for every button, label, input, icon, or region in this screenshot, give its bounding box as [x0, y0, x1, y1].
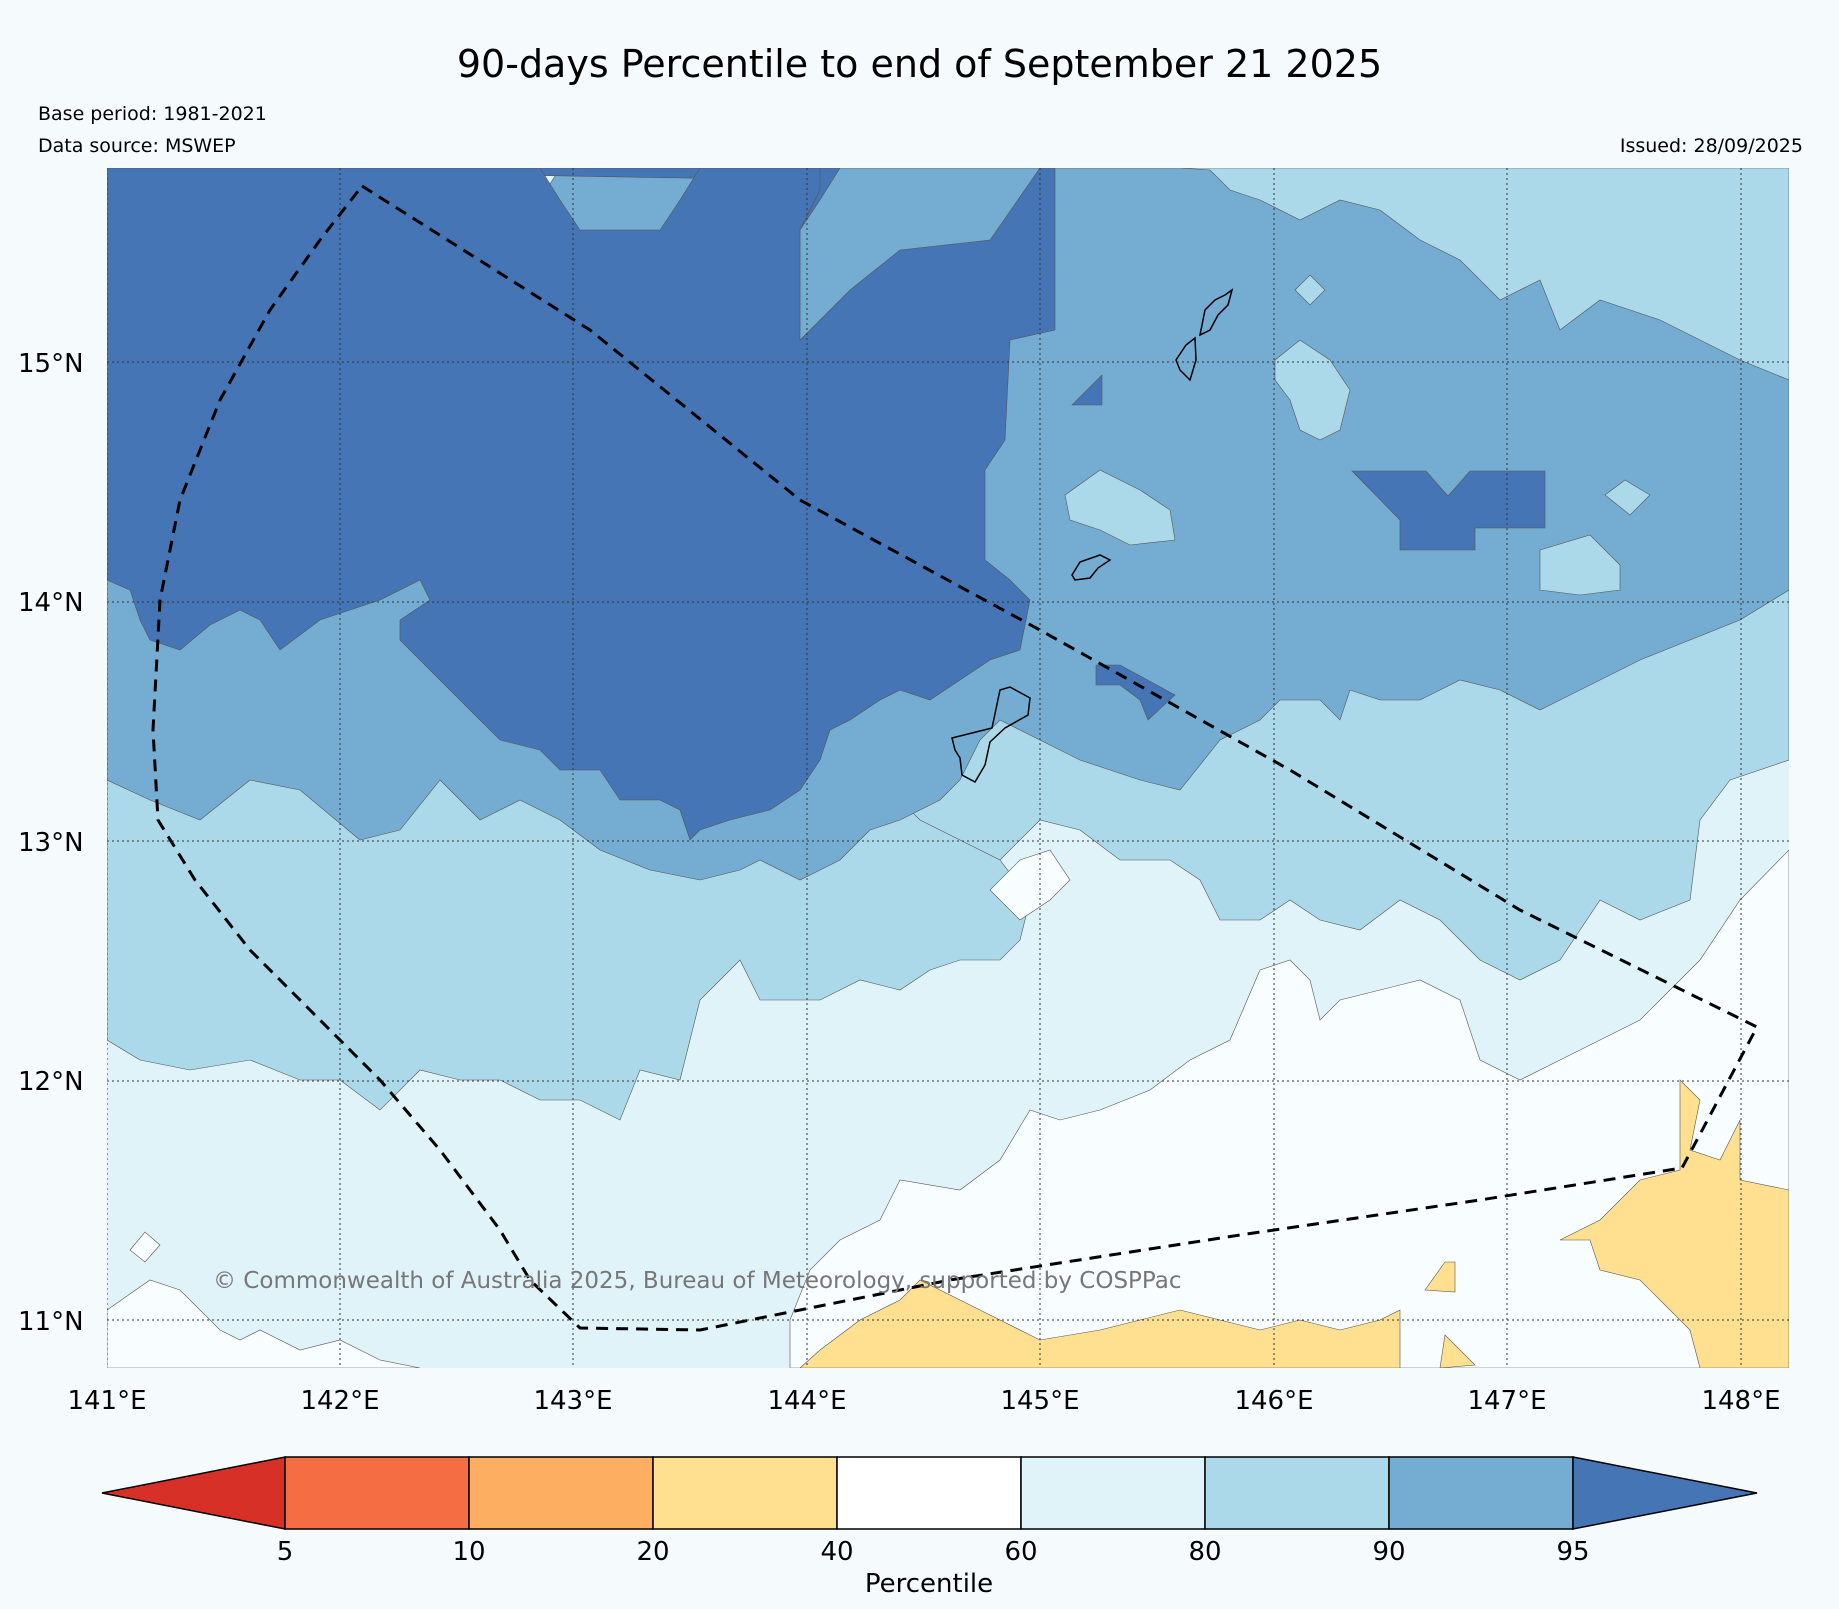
field-80-90-patch-d — [1294, 274, 1326, 306]
colorbar-tick: 10 — [452, 1537, 485, 1567]
colorbar-segment-below-5 — [101, 1456, 286, 1530]
colorbar-segment-40-60 — [836, 1456, 1022, 1530]
colorbar-tick: 60 — [1004, 1537, 1037, 1567]
issued-date-label: Issued: 28/09/2025 — [1619, 135, 1803, 157]
lon-label: 144°E — [767, 1386, 846, 1416]
field-80-90-patch-e — [1604, 479, 1651, 516]
field-80-90-patch-a — [1064, 469, 1176, 546]
field-20-40-south — [799, 1279, 1401, 1368]
field-20-40-patch-b — [1439, 1334, 1476, 1368]
island-outline-c — [1071, 554, 1112, 581]
lon-label: 148°E — [1701, 1386, 1780, 1416]
field-80-90-patch-b — [1274, 339, 1351, 441]
colorbar: 5 10 20 40 60 80 90 95 Percentile — [101, 1456, 1758, 1599]
colorbar-tick: 20 — [636, 1537, 669, 1567]
lat-label: 11°N — [18, 1307, 84, 1337]
lon-label: 142°E — [300, 1386, 379, 1416]
lat-label: 12°N — [18, 1067, 84, 1097]
lon-label: 146°E — [1234, 1386, 1313, 1416]
copyright-text: © Commonwealth of Australia 2025, Bureau… — [213, 1268, 1182, 1294]
lon-label: 145°E — [1000, 1386, 1079, 1416]
colorbar-tick: 80 — [1188, 1537, 1221, 1567]
field-80-90-patch-c — [1539, 534, 1621, 596]
lat-label: 15°N — [18, 349, 84, 379]
field-20-40-patch-a — [1424, 1261, 1456, 1293]
colorbar-segment-5-10 — [284, 1456, 470, 1530]
field-above-95-east-patch — [1351, 470, 1546, 551]
map-title: 90-days Percentile to end of September 2… — [456, 42, 1383, 86]
lon-label: 143°E — [533, 1386, 612, 1416]
island-outline-a — [1198, 288, 1234, 337]
field-40-60-patch-c — [107, 1279, 421, 1368]
colorbar-segment-80-90 — [1204, 1456, 1390, 1530]
lon-label: 141°E — [67, 1386, 146, 1416]
island-outline-b — [1175, 336, 1197, 382]
lon-label: 147°E — [1467, 1386, 1546, 1416]
field-above-95-small-a — [1071, 374, 1103, 406]
lat-label: 13°N — [18, 828, 84, 858]
field-20-40-southeast — [1559, 1079, 1789, 1368]
colorbar-segment-20-40 — [652, 1456, 838, 1530]
colorbar-tick: 40 — [820, 1537, 853, 1567]
eez-boundary — [151, 184, 1760, 1332]
island-outline-d — [951, 686, 1031, 784]
longitude-labels: 141°E 142°E 143°E 144°E 145°E 146°E 147°… — [67, 1386, 1780, 1416]
data-source-label: Data source: MSWEP — [38, 135, 236, 157]
field-above-95-small-b — [1095, 664, 1176, 721]
colorbar-tick: 95 — [1556, 1537, 1589, 1567]
base-period-label: Base period: 1981-2021 — [38, 103, 267, 125]
colorbar-label: Percentile — [865, 1569, 993, 1599]
map-plot-area: © Commonwealth of Australia 2025, Bureau… — [107, 168, 1789, 1368]
colorbar-segment-60-80 — [1020, 1456, 1206, 1530]
colorbar-segment-90-95 — [1388, 1456, 1574, 1530]
field-above-95-main — [107, 168, 1056, 841]
graticule — [107, 168, 1789, 1368]
colorbar-segment-10-20 — [468, 1456, 654, 1530]
field-40-60-patch-a — [989, 849, 1071, 921]
lat-label: 14°N — [18, 588, 84, 618]
latitude-labels: 15°N 14°N 13°N 12°N 11°N — [18, 349, 84, 1337]
colorbar-tick: 90 — [1372, 1537, 1405, 1567]
colorbar-segment-above-95 — [1572, 1456, 1758, 1530]
field-40-60-patch-b — [129, 1231, 161, 1263]
colorbar-tick: 5 — [277, 1537, 294, 1567]
